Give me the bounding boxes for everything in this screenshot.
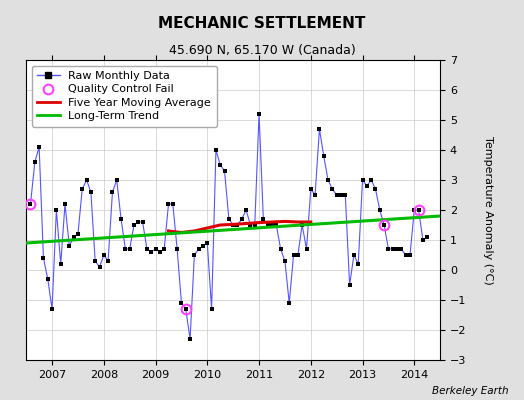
Text: MECHANIC SETTLEMENT: MECHANIC SETTLEMENT <box>158 16 366 31</box>
Legend: Raw Monthly Data, Quality Control Fail, Five Year Moving Average, Long-Term Tren: Raw Monthly Data, Quality Control Fail, … <box>32 66 217 127</box>
Y-axis label: Temperature Anomaly (°C): Temperature Anomaly (°C) <box>483 136 493 284</box>
Text: 45.690 N, 65.170 W (Canada): 45.690 N, 65.170 W (Canada) <box>169 44 355 57</box>
Text: Berkeley Earth: Berkeley Earth <box>432 386 508 396</box>
